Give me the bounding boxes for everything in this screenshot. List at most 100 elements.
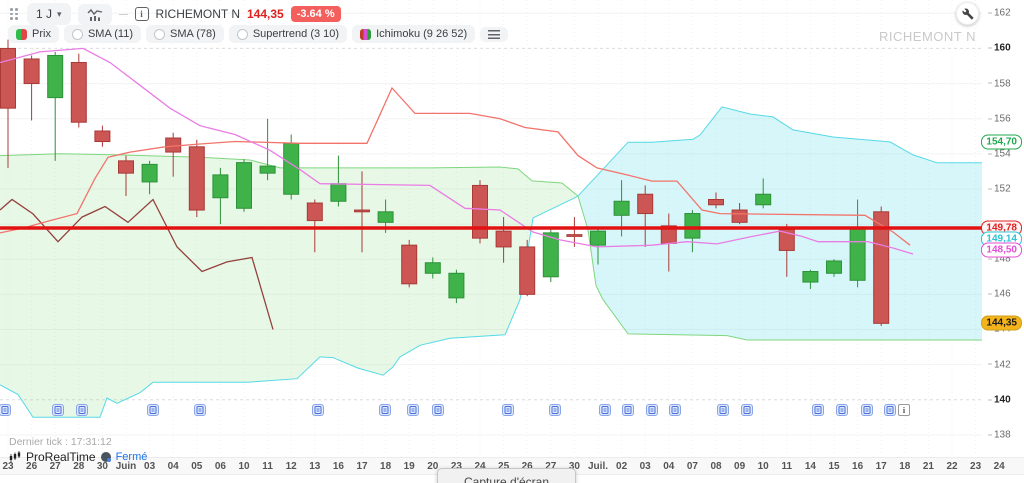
candle-body (330, 183, 347, 202)
symbol-watermark: RICHEMONT N (879, 29, 976, 44)
price-chart[interactable] (0, 0, 982, 455)
candle-body (23, 58, 40, 85)
legend-item-sma-11[interactable]: SMA (11) (63, 25, 141, 43)
chart-type-button[interactable] (77, 3, 112, 25)
news-event-icon[interactable] (836, 404, 848, 416)
timeframe-selector[interactable]: 1 J ▾ (27, 3, 71, 25)
candle-body (118, 160, 134, 174)
date-tick-label: 03 (639, 461, 651, 472)
date-tick-label: Juil. (587, 461, 609, 472)
date-axis[interactable]: 23 26 27 28 30 Juin 03 04 05 06 10 11 12 13 16 17 18 19 20… (0, 457, 1024, 475)
date-tick-label: 12 (285, 461, 297, 472)
candle-body (708, 198, 724, 206)
price-badge: 154,70 (981, 134, 1022, 150)
date-tick-label: 17 (875, 461, 887, 472)
news-event-icon[interactable] (599, 404, 611, 416)
info-event-icon[interactable]: i (898, 404, 910, 416)
date-tick-label: 10 (757, 461, 769, 472)
price-axis[interactable]: 162160158156154152148146144142140138154,… (981, 0, 1024, 455)
price-tick-label: 160 (988, 43, 1011, 54)
market-status[interactable]: Fermé (115, 451, 148, 463)
date-tick-label: 10 (238, 461, 250, 472)
candle-body (613, 200, 630, 216)
indicator-legend: Prix SMA (11) SMA (78) Supertrend (3 10)… (8, 25, 509, 43)
news-event-icon[interactable] (741, 404, 753, 416)
news-event-icon[interactable] (407, 404, 419, 416)
candle-body (566, 234, 583, 237)
news-event-icon[interactable] (379, 404, 391, 416)
legend-label: Supertrend (3 10) (252, 28, 340, 40)
news-event-icon[interactable] (0, 404, 11, 416)
price-tick-label: 158 (988, 78, 1011, 89)
candle-body (637, 193, 654, 215)
price-tick-label: 156 (988, 113, 1011, 124)
candlestick-logo-icon (9, 451, 21, 462)
senkou-b-line (0, 106, 982, 418)
price-tick-label: 152 (988, 183, 1011, 194)
price-badge: 148,50 (981, 242, 1022, 258)
news-event-icon[interactable] (549, 404, 561, 416)
legend-label: SMA (11) (87, 28, 133, 40)
date-tick-label: 03 (144, 461, 156, 472)
candle-body (495, 230, 512, 248)
date-tick-label: 02 (616, 461, 628, 472)
news-event-icon[interactable] (884, 404, 896, 416)
candle-body (590, 230, 606, 246)
date-tick-label: 24 (993, 461, 1005, 472)
indicator-list-button[interactable] (480, 26, 509, 42)
news-event-icon[interactable] (812, 404, 824, 416)
change-badge: -3.64 % (290, 6, 341, 22)
date-tick-label: 13 (309, 461, 321, 472)
price-tick-label: 162 (988, 8, 1011, 19)
price-tick-label: 154 (988, 148, 1011, 159)
news-event-icon[interactable] (312, 404, 324, 416)
news-event-icon[interactable] (669, 404, 681, 416)
news-event-icon[interactable] (622, 404, 634, 416)
platform-brand: ProRealTime Fermé (9, 450, 147, 464)
candle-body (424, 262, 441, 274)
instrument-info-icon[interactable]: i (134, 7, 149, 21)
date-tick-label: 07 (686, 461, 698, 472)
settings-wrench-button[interactable] (956, 2, 979, 25)
candle-body (236, 162, 252, 209)
news-event-icon[interactable] (194, 404, 206, 416)
radio-unchecked-icon (236, 28, 248, 40)
legend-item-sma-78[interactable]: SMA (78) (145, 25, 224, 43)
news-event-icon[interactable] (717, 404, 729, 416)
price-badge: 144,35 (981, 315, 1022, 331)
tenkan-line (0, 86, 911, 246)
legend-item-prix[interactable]: Prix (8, 25, 59, 43)
news-event-icon[interactable] (432, 404, 444, 416)
date-tick-label: 25 (498, 461, 510, 472)
news-event-icon[interactable] (147, 404, 159, 416)
news-event-icon[interactable] (861, 404, 873, 416)
chikou-line (0, 198, 274, 330)
timeframe-label: 1 J (36, 7, 53, 21)
date-tick-label: 27 (49, 461, 61, 472)
date-tick-label: 04 (167, 461, 179, 472)
date-tick-label: 28 (73, 461, 85, 472)
date-tick-label: 14 (804, 461, 816, 472)
date-tick-label: 04 (663, 461, 675, 472)
chevron-down-icon: ▾ (57, 8, 62, 19)
news-event-icon[interactable] (502, 404, 514, 416)
drag-grip-icon[interactable] (8, 6, 20, 22)
date-tick-label: 06 (214, 461, 226, 472)
news-event-icon[interactable] (76, 404, 88, 416)
legend-item-supertrend[interactable]: Supertrend (3 10) (228, 25, 348, 43)
candle-body (306, 202, 323, 222)
legend-item-ichimoku[interactable]: Ichimoku (9 26 52) (352, 25, 476, 43)
date-tick-label: 21 (922, 461, 934, 472)
candle-body (283, 142, 300, 195)
candle-body (849, 227, 866, 281)
price-tick-label: 148 (988, 254, 1011, 265)
news-event-icon[interactable] (52, 404, 64, 416)
date-tick-label: 20 (427, 461, 439, 472)
date-tick-label: 05 (191, 461, 203, 472)
candle-body (755, 193, 772, 206)
candle-body (94, 130, 111, 143)
legend-label: Ichimoku (9 26 52) (376, 28, 468, 40)
news-event-icon[interactable] (646, 404, 658, 416)
price-tick-label: 142 (988, 359, 1011, 370)
